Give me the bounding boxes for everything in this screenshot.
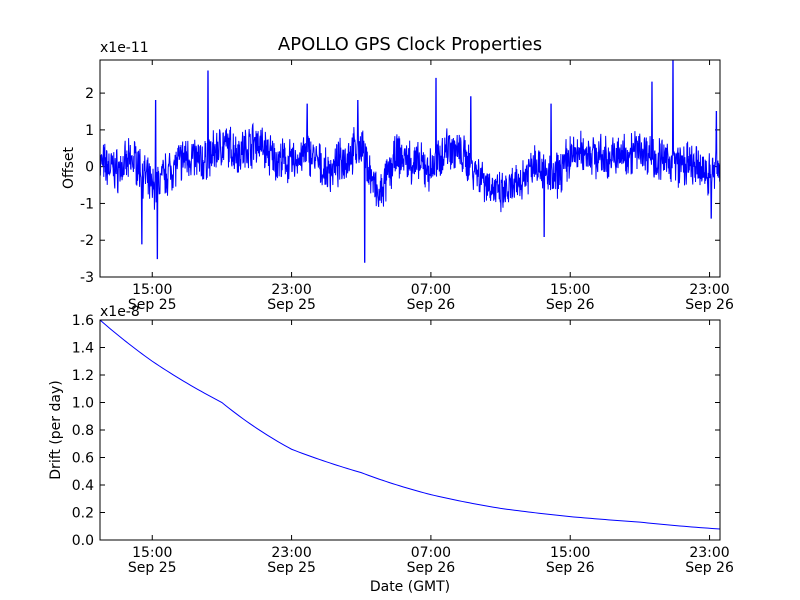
drift-ytick-label: 0.0 bbox=[72, 533, 94, 549]
offset-xtick-time-label: 07:00 bbox=[411, 282, 451, 298]
drift-xtick-time-label: 15:00 bbox=[132, 545, 172, 561]
offset-xtick-date-label: Sep 26 bbox=[685, 297, 734, 313]
drift-series-line bbox=[99, 319, 721, 530]
drift-subplot: x1e-8 Drift (per day) 1.6 1.4 1.2 1.0 0.8 0.6… bbox=[48, 304, 734, 576]
offset-xtick-time-label: 23:00 bbox=[689, 282, 729, 298]
offset-y-ticks: 2 1 0 -1 -2 -3 bbox=[80, 86, 720, 286]
drift-ytick-label: 1.2 bbox=[72, 368, 94, 384]
drift-ytick-label: 0.8 bbox=[72, 423, 94, 439]
offset-series-line bbox=[99, 59, 721, 263]
drift-ytick-label: 0.2 bbox=[72, 506, 94, 522]
offset-ytick-label: -2 bbox=[80, 233, 94, 249]
drift-plot-frame bbox=[99, 319, 721, 541]
drift-ytick-label: 0.6 bbox=[72, 451, 94, 467]
offset-xtick-time-label: 23:00 bbox=[271, 282, 311, 298]
drift-xtick-time-label: 15:00 bbox=[550, 545, 590, 561]
offset-multiplier-label: x1e-11 bbox=[100, 40, 149, 56]
drift-xtick-date-label: Sep 26 bbox=[546, 560, 595, 576]
drift-xtick-time-label: 23:00 bbox=[271, 545, 311, 561]
drift-xtick-date-label: Sep 25 bbox=[128, 560, 177, 576]
offset-xtick-time-label: 15:00 bbox=[550, 282, 590, 298]
offset-xtick-date-label: Sep 25 bbox=[128, 297, 177, 313]
offset-xtick-date-label: Sep 25 bbox=[267, 297, 316, 313]
offset-xtick-time-label: 15:00 bbox=[132, 282, 172, 298]
drift-y-axis-label: Drift (per day) bbox=[48, 380, 64, 479]
drift-xtick-date-label: Sep 26 bbox=[685, 560, 734, 576]
offset-ytick-label: -1 bbox=[80, 196, 94, 212]
offset-xtick-date-label: Sep 26 bbox=[546, 297, 595, 313]
drift-multiplier-label: x1e-8 bbox=[100, 304, 140, 320]
offset-ytick-label: 1 bbox=[85, 123, 94, 139]
offset-ytick-label: 2 bbox=[85, 86, 94, 102]
drift-ytick-label: 1.4 bbox=[72, 341, 94, 357]
drift-xtick-date-label: Sep 25 bbox=[267, 560, 316, 576]
offset-ytick-label: 0 bbox=[85, 160, 94, 176]
drift-series bbox=[99, 319, 721, 530]
chart-title: APOLLO GPS Clock Properties bbox=[278, 34, 542, 55]
drift-xtick-date-label: Sep 26 bbox=[407, 560, 456, 576]
drift-ytick-label: 0.4 bbox=[72, 478, 94, 494]
offset-xtick-date-label: Sep 26 bbox=[407, 297, 456, 313]
drift-xtick-time-label: 23:00 bbox=[689, 545, 729, 561]
drift-y-ticks: 1.6 1.4 1.2 1.0 0.8 0.6 0.4 0.2 0.0 bbox=[72, 313, 720, 549]
offset-y-axis-label: Offset bbox=[61, 146, 77, 189]
offset-plot-frame bbox=[99, 59, 721, 278]
drift-ytick-label: 1.0 bbox=[72, 396, 94, 412]
offset-series bbox=[99, 59, 721, 263]
drift-xtick-time-label: 07:00 bbox=[411, 545, 451, 561]
drift-ytick-label: 1.6 bbox=[72, 313, 94, 329]
offset-ytick-label: -3 bbox=[80, 270, 94, 286]
x-axis-label: Date (GMT) bbox=[370, 579, 450, 595]
